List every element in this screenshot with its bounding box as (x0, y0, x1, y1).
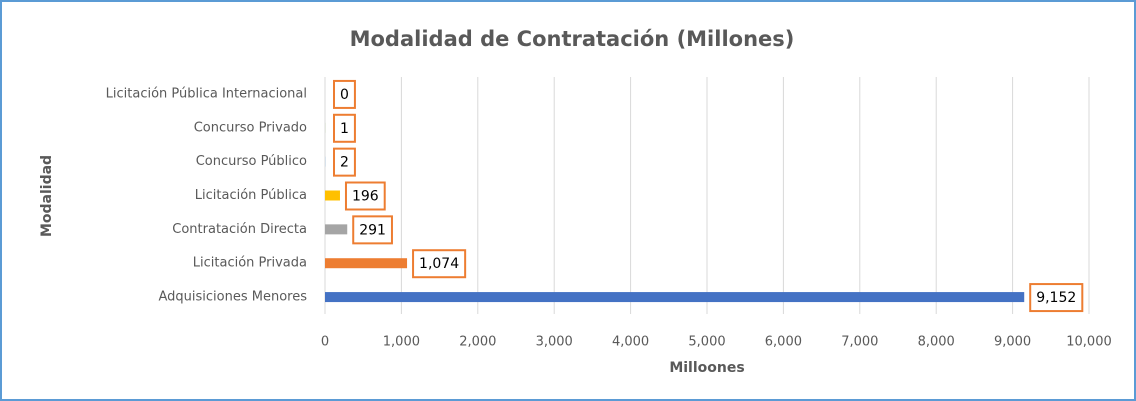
x-axis-title: Milloones (669, 360, 744, 376)
bar (325, 292, 1025, 303)
x-tick-label: 7,000 (841, 335, 878, 350)
x-tick-label: 0 (321, 335, 329, 350)
bar (325, 224, 348, 235)
x-tick-label: 5,000 (688, 335, 725, 350)
value-label-box (352, 215, 393, 245)
x-tick-label: 6,000 (765, 335, 802, 350)
y-tick-label: Concurso Público (196, 154, 307, 169)
y-tick-label: Contratación Directa (172, 222, 307, 237)
value-label: 9,152 (1036, 290, 1076, 306)
x-tick-label: 8,000 (918, 335, 955, 350)
x-tick-label: 1,000 (383, 335, 420, 350)
value-label: 1,074 (419, 256, 459, 272)
y-tick-label: Adquisiciones Menores (159, 290, 308, 305)
bar (325, 258, 408, 269)
x-tick-label: 3,000 (536, 335, 573, 350)
value-label: 1 (340, 121, 349, 137)
x-tick-label: 4,000 (612, 335, 649, 350)
value-label-box (333, 113, 356, 143)
value-label: 2 (340, 155, 349, 171)
y-tick-label: Licitación Pública Internacional (106, 86, 307, 101)
y-tick-label: Concurso Privado (194, 120, 307, 135)
value-label-box (344, 181, 386, 211)
value-label-box (412, 249, 467, 279)
value-label-box (333, 79, 356, 109)
bar (325, 190, 340, 201)
value-label: 196 (352, 189, 379, 205)
x-tick-label: 9,000 (994, 335, 1031, 350)
y-tick-label: Licitación Pública (195, 188, 307, 203)
value-label-box (1029, 283, 1084, 313)
y-tick-label: Licitación Privada (193, 256, 307, 271)
x-tick-label: 10,000 (1066, 335, 1112, 350)
value-label: 291 (359, 222, 386, 238)
x-tick-label: 2,000 (459, 335, 496, 350)
value-label-box (333, 147, 356, 177)
value-label: 0 (340, 87, 349, 103)
chart-title: Modalidad de Contratación (Millones) (350, 27, 795, 51)
y-axis-title: Modalidad (39, 155, 55, 237)
